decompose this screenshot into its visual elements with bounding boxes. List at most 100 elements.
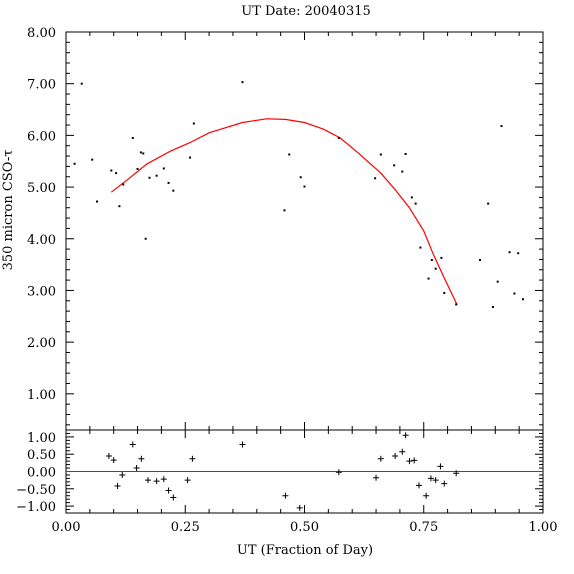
main-plot-panel: 1.00 2.00 3.00 4.00 5.00 6.00 7.00 8.00 (27, 26, 544, 431)
data-point (288, 153, 291, 156)
residual-point (110, 457, 117, 464)
data-point (521, 298, 524, 301)
y-tick-label: 3.00 (27, 284, 56, 299)
residual-point (165, 487, 172, 494)
residual-point (399, 448, 406, 455)
data-point (414, 202, 417, 205)
data-point (283, 209, 286, 212)
data-point (148, 176, 151, 179)
y-tick-label: 2.00 (27, 336, 56, 351)
data-point (443, 292, 446, 295)
data-point (299, 176, 302, 179)
y-tick-label: 1.00 (27, 431, 56, 446)
y-tick-label: 0.00 (27, 466, 56, 481)
data-point (430, 258, 433, 261)
residual-point (411, 457, 418, 464)
data-point (440, 256, 443, 259)
data-point (434, 267, 437, 270)
data-point (303, 185, 306, 188)
data-point (496, 280, 499, 283)
residual-point (184, 477, 191, 484)
residual-point (377, 455, 384, 462)
data-point (410, 196, 413, 199)
data-point (110, 169, 113, 172)
data-point (455, 303, 458, 306)
data-point (513, 292, 516, 295)
data-point (80, 82, 83, 85)
data-point (192, 122, 195, 125)
residual-point (153, 478, 160, 485)
data-point (118, 205, 121, 208)
y-tick-label: 1.00 (27, 388, 56, 403)
data-point (189, 156, 192, 159)
residual-point (119, 471, 126, 478)
residual-point (335, 469, 342, 476)
data-point (96, 200, 99, 203)
residual-point (402, 432, 409, 439)
residual-point (453, 470, 460, 477)
residual-x-axis: 0.00 0.25 0.50 0.75 1.00 (52, 430, 558, 535)
residual-point (296, 504, 303, 511)
data-point (142, 152, 145, 155)
x-tick-label: 0.50 (290, 520, 319, 535)
residual-point (145, 477, 152, 484)
residual-point (437, 463, 444, 470)
x-tick-label: 0.25 (171, 520, 200, 535)
residual-point (406, 458, 413, 465)
residual-point (373, 474, 380, 481)
x-tick-label: 0.00 (52, 520, 81, 535)
data-point (91, 158, 94, 161)
data-point (374, 177, 377, 180)
residual-point (160, 476, 167, 483)
residual-point (239, 441, 246, 448)
data-point (379, 153, 382, 156)
data-point (122, 183, 125, 186)
data-point (241, 81, 244, 84)
data-point (487, 202, 490, 205)
data-point (73, 162, 76, 165)
residual-point (114, 483, 121, 490)
residual-point (129, 441, 136, 448)
residual-y-axis: −1.00 −0.50 0.00 0.50 1.00 (16, 429, 543, 515)
y-tick-label: 5.00 (27, 181, 56, 196)
residual-point (415, 482, 422, 489)
residual-plot-panel: −1.00 −0.50 0.00 0.50 1.00 0.00 0.25 0.50 0.75 1… (16, 429, 558, 535)
residual-point (189, 455, 196, 462)
y-tick-label: 6.00 (27, 129, 56, 144)
data-point (155, 174, 158, 177)
chart-title: UT Date: 20040315 (241, 4, 371, 19)
residual-point (432, 477, 439, 484)
x-tick-label: 1.00 (529, 520, 558, 535)
residual-point (105, 452, 112, 459)
y-tick-label: 7.00 (27, 78, 56, 93)
y-tick-label: −0.50 (16, 483, 56, 498)
y-tick-label: 8.00 (27, 26, 56, 41)
data-point (404, 152, 407, 155)
data-point (393, 164, 396, 167)
residual-point (282, 492, 289, 499)
residual-point (170, 494, 177, 501)
fit-curve (110, 118, 458, 306)
main-data-points (73, 81, 524, 308)
data-point (172, 189, 175, 192)
data-point (136, 167, 139, 170)
x-tick-label: 0.75 (409, 520, 438, 535)
data-point (419, 246, 422, 249)
y-tick-label: −1.00 (16, 500, 56, 515)
data-point (337, 136, 340, 139)
residual-point (133, 465, 140, 472)
data-point (401, 170, 404, 173)
y-axis-label: 350 micron CSO-τ (1, 150, 16, 271)
data-point (500, 125, 503, 128)
y-tick-label: 0.50 (27, 448, 56, 463)
residual-point (441, 480, 448, 487)
data-point (144, 237, 147, 240)
data-point (139, 151, 142, 154)
x-axis-label: UT (Fraction of Day) (237, 543, 373, 558)
data-point (115, 172, 118, 175)
residual-point (423, 492, 430, 499)
data-point (479, 258, 482, 261)
main-y-axis: 1.00 2.00 3.00 4.00 5.00 6.00 7.00 8.00 (27, 26, 543, 426)
data-point (427, 277, 430, 280)
